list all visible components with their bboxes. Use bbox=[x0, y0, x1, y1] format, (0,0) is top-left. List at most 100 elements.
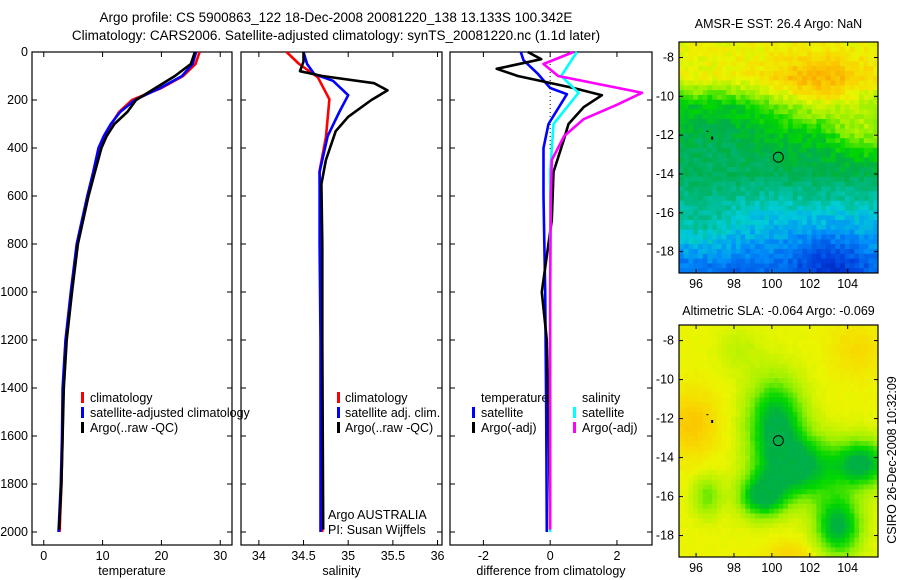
map-cell bbox=[764, 133, 770, 139]
map-cell bbox=[797, 143, 803, 149]
map-cell bbox=[735, 94, 741, 101]
map-cell bbox=[778, 200, 784, 207]
map-cell bbox=[759, 518, 765, 524]
map-cell bbox=[745, 152, 751, 158]
map-cell bbox=[769, 412, 775, 418]
map-cell bbox=[802, 162, 808, 168]
map-cell bbox=[802, 268, 808, 274]
map-cell bbox=[697, 128, 704, 134]
lat-tick-label: -8 bbox=[663, 51, 674, 65]
island-mark bbox=[706, 130, 709, 132]
map-cell bbox=[683, 518, 689, 524]
map-cell bbox=[868, 234, 874, 240]
map-cell bbox=[769, 383, 775, 389]
x-tick-label: 10 bbox=[96, 549, 110, 563]
map-cell bbox=[825, 42, 832, 48]
map-cell bbox=[797, 205, 803, 211]
map-cell bbox=[868, 426, 874, 432]
map-cell bbox=[721, 329, 727, 336]
pi-label: PI: Susan Wijffels bbox=[328, 523, 426, 537]
map-cell bbox=[750, 138, 756, 144]
map-cell bbox=[679, 186, 685, 192]
map-cell bbox=[697, 109, 704, 115]
map-cell bbox=[697, 196, 704, 202]
map-cell bbox=[764, 383, 770, 389]
map-cell bbox=[712, 508, 718, 514]
map-cell bbox=[840, 426, 846, 432]
map-cell bbox=[679, 450, 685, 456]
map-cell bbox=[873, 61, 879, 67]
map-cell bbox=[769, 402, 775, 408]
map-cell bbox=[754, 416, 760, 423]
map-cell bbox=[750, 542, 756, 548]
map-cell bbox=[754, 94, 760, 101]
map-cell bbox=[873, 349, 879, 355]
map-cell bbox=[712, 253, 718, 259]
map-cell bbox=[707, 455, 713, 461]
map-cell bbox=[821, 244, 827, 250]
legend-label: satellite-adjusted climatology bbox=[90, 406, 251, 420]
map-cell bbox=[849, 42, 855, 48]
map-cell bbox=[863, 542, 869, 548]
map-cell bbox=[797, 349, 803, 355]
map-cell bbox=[750, 329, 756, 336]
map-cell bbox=[735, 373, 741, 379]
map-cell bbox=[840, 363, 846, 369]
map-cell bbox=[759, 157, 765, 163]
map-cell bbox=[735, 426, 741, 432]
map-cell bbox=[773, 455, 779, 461]
map-cell bbox=[693, 499, 699, 505]
map-cell bbox=[840, 253, 846, 259]
map-cell bbox=[716, 508, 723, 514]
map-cell bbox=[688, 392, 694, 398]
map-cell bbox=[816, 152, 822, 158]
map-cell bbox=[830, 263, 836, 269]
map-cell bbox=[868, 61, 874, 67]
map-cell bbox=[821, 537, 827, 543]
map-cell bbox=[792, 143, 798, 149]
legend-label: climatology bbox=[345, 391, 408, 405]
map-cell bbox=[849, 363, 855, 369]
map-cell bbox=[697, 499, 704, 505]
map-cell bbox=[840, 368, 846, 374]
map-cell bbox=[679, 143, 685, 149]
map-cell bbox=[821, 61, 827, 67]
map-cell bbox=[863, 479, 869, 485]
map-cell bbox=[844, 128, 850, 134]
map-cell bbox=[811, 479, 817, 485]
map-cell bbox=[754, 114, 760, 120]
map-cell bbox=[693, 66, 699, 72]
map-cell bbox=[849, 392, 855, 398]
map-cell bbox=[854, 229, 860, 235]
map-cell bbox=[806, 239, 813, 245]
map-cell bbox=[764, 61, 770, 67]
map-cell bbox=[740, 465, 746, 471]
map-cell bbox=[754, 234, 760, 240]
map-cell bbox=[863, 133, 869, 139]
map-cell bbox=[716, 75, 723, 81]
map-cell bbox=[731, 90, 737, 96]
map-cell bbox=[863, 363, 869, 369]
map-cell bbox=[735, 368, 741, 374]
map-cell bbox=[844, 244, 850, 250]
map-cell bbox=[806, 66, 813, 72]
map-cell bbox=[769, 460, 775, 466]
map-cell bbox=[707, 85, 713, 91]
map-cell bbox=[764, 508, 770, 514]
map-cell bbox=[783, 513, 789, 519]
map-cell bbox=[787, 157, 794, 163]
map-cell bbox=[854, 220, 860, 226]
map-cell bbox=[716, 147, 723, 154]
x-tick-label: 30 bbox=[213, 549, 227, 563]
map-cell bbox=[797, 470, 803, 476]
map-cell bbox=[764, 354, 770, 360]
map-cell bbox=[735, 268, 741, 274]
map-cell bbox=[679, 205, 685, 211]
map-cell bbox=[773, 143, 779, 149]
map-cell bbox=[859, 90, 865, 96]
map-cell bbox=[835, 358, 841, 365]
map-cell bbox=[811, 397, 817, 403]
map-cell bbox=[802, 220, 808, 226]
map-cell bbox=[806, 215, 813, 221]
map-cell bbox=[735, 46, 741, 53]
